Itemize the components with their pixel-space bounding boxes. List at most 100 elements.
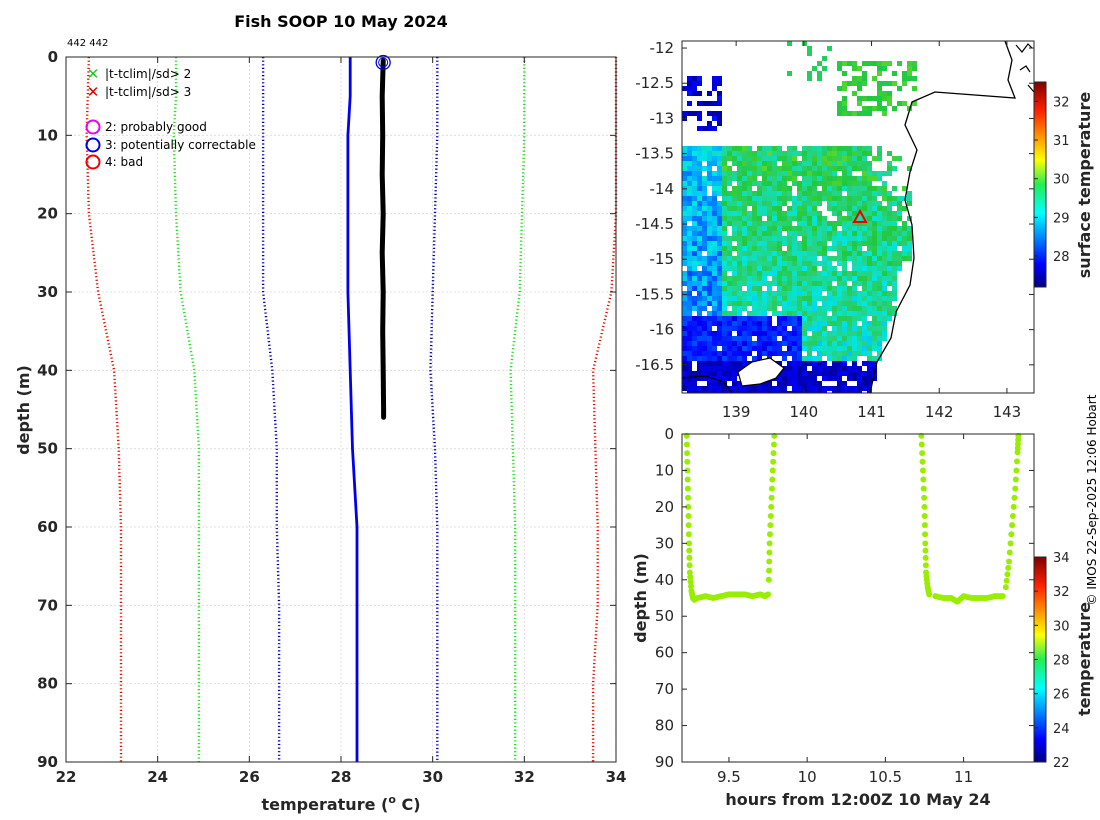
timedepth-xtick-label: 11 <box>954 768 973 786</box>
sst-pixel <box>842 281 847 286</box>
sst-pixel <box>732 256 737 261</box>
legend-circle-blue-icon <box>85 137 101 153</box>
sst-pixel <box>877 341 882 346</box>
sst-pixel <box>757 261 762 266</box>
sst-pixel <box>887 271 892 276</box>
sst-pixel <box>852 281 857 286</box>
sst-pixel <box>762 291 767 296</box>
sst-pixel <box>717 306 722 311</box>
timedepth-point <box>1006 549 1013 556</box>
sst-pixel <box>777 391 782 393</box>
sst-pixel <box>707 271 712 276</box>
profile-ytick-label: 90 <box>37 753 58 771</box>
sst-pixel <box>687 86 692 91</box>
sst-pixel <box>702 321 707 326</box>
sst-pixel <box>697 376 702 381</box>
sst-pixel <box>727 346 732 351</box>
sst-pixel <box>847 206 852 211</box>
sst-pixel <box>712 196 717 201</box>
sst-pixel <box>797 241 802 246</box>
sst-pixel <box>902 236 907 241</box>
sst-pixel <box>762 166 767 171</box>
sst-pixel <box>737 361 742 366</box>
sst-pixel <box>732 366 737 371</box>
sst-pixel <box>862 106 867 111</box>
sst-pixel <box>882 191 887 196</box>
sst-pixel <box>827 386 832 391</box>
sst-pixel <box>837 196 842 201</box>
sst-pixel <box>772 156 777 161</box>
sst-pixel <box>852 216 857 221</box>
sst-pixel <box>837 241 842 246</box>
sst-pixel <box>807 251 812 256</box>
sst-pixel <box>697 221 702 226</box>
sst-pixel <box>697 166 702 171</box>
sst-pixel <box>787 166 792 171</box>
sst-pixel <box>702 326 707 331</box>
sst-pixel <box>727 256 732 261</box>
sst-pixel <box>802 306 807 311</box>
sst-pixel <box>897 206 902 211</box>
sst-pixel <box>707 151 712 156</box>
sst-pixel <box>702 271 707 276</box>
sst-pixel <box>847 186 852 191</box>
profile-series <box>85 54 618 762</box>
sst-pixel <box>882 276 887 281</box>
sst-pixel <box>892 306 897 311</box>
sst-pixel <box>882 186 887 191</box>
sst-pixel <box>782 276 787 281</box>
sst-pixel <box>857 301 862 306</box>
sst-pixel <box>772 281 777 286</box>
sst-pixel <box>757 336 762 341</box>
sst-pixel <box>867 331 872 336</box>
sst-pixel <box>712 261 717 266</box>
timedepth-colorbar-tick-label: 24 <box>1053 722 1070 737</box>
sst-pixel <box>867 261 872 266</box>
sst-pixel <box>767 321 772 326</box>
sst-pixel <box>857 281 862 286</box>
profile-flag-circle-icon <box>375 54 391 71</box>
sst-pixel <box>847 231 852 236</box>
sst-pixel <box>777 361 782 366</box>
sst-pixel <box>702 146 707 151</box>
sst-pixel <box>807 266 812 271</box>
sst-pixel <box>772 326 777 331</box>
sst-pixel <box>862 176 867 181</box>
sst-pixel <box>702 256 707 261</box>
timedepth-point <box>687 574 694 581</box>
sst-pixel <box>852 176 857 181</box>
sst-pixel <box>697 201 702 206</box>
station-triangle-icon <box>852 208 868 223</box>
sst-pixel <box>877 226 882 231</box>
sst-pixel <box>782 336 787 341</box>
sst-pixel <box>802 336 807 341</box>
sst-pixel <box>752 171 757 176</box>
sst-pixel <box>812 166 817 171</box>
sst-pixel <box>777 281 782 286</box>
sst-pixel <box>847 341 852 346</box>
sst-pixel <box>767 251 772 256</box>
sst-pixel <box>752 161 757 166</box>
sst-pixel <box>817 366 822 371</box>
sst-pixel <box>787 176 792 181</box>
sst-pixel <box>887 226 892 231</box>
sst-pixel <box>772 301 777 306</box>
sst-pixel <box>847 296 852 301</box>
sst-pixel <box>807 166 812 171</box>
sst-pixel <box>837 341 842 346</box>
timedepth-point <box>766 558 773 565</box>
sst-pixel <box>852 321 857 326</box>
sst-pixel <box>697 256 702 261</box>
sst-pixel <box>857 266 862 271</box>
sst-pixel <box>782 291 787 296</box>
sst-pixel <box>692 271 697 276</box>
sst-pixel <box>762 266 767 271</box>
sst-pixel <box>732 271 737 276</box>
sst-pixel <box>857 161 862 166</box>
sst-pixel <box>787 256 792 261</box>
sst-pixel <box>877 321 882 326</box>
sst-pixel <box>737 321 742 326</box>
sst-pixel <box>837 191 842 196</box>
sst-pixel <box>807 271 812 276</box>
